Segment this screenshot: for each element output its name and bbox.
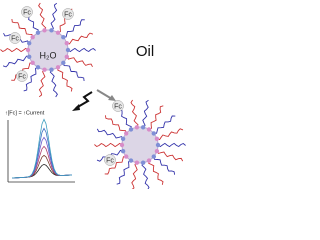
surfactant-tail — [116, 160, 132, 185]
fc-bubble — [104, 154, 116, 166]
surfactant-tail — [62, 62, 85, 82]
head-group — [61, 34, 66, 40]
head-group — [64, 54, 69, 60]
surfactant-tail — [0, 47, 29, 53]
surfactant-tail — [50, 2, 58, 31]
head-group — [65, 47, 71, 53]
surfactant-tail — [153, 115, 176, 134]
surfactant-tail — [104, 156, 127, 175]
surfactant-tail — [67, 47, 96, 53]
head-group — [140, 125, 146, 130]
head-group — [64, 40, 69, 46]
surfactant-tail — [156, 128, 184, 141]
surfactant-tail — [66, 56, 93, 68]
head-group — [42, 67, 47, 72]
head-group — [35, 65, 41, 70]
surfactant-tail — [148, 105, 164, 130]
transfer-arrow — [96, 89, 113, 100]
fc-bubble — [16, 70, 28, 82]
micelle: Fc Fc — [94, 99, 186, 189]
surfactant-tail — [153, 156, 176, 175]
head-group — [61, 60, 66, 66]
surfactant-tail — [38, 2, 47, 31]
surfactant-tail — [63, 19, 85, 38]
head-group — [27, 54, 32, 60]
arrow-head — [72, 104, 80, 111]
head-group — [55, 30, 61, 35]
micelle: Fc Fc Fc Fc — [0, 2, 96, 98]
surfactant-tail — [131, 162, 138, 189]
head-group — [124, 131, 129, 136]
fc-bubble — [62, 8, 74, 20]
surfactant-tail — [23, 66, 39, 92]
head-group — [134, 125, 140, 130]
surfactant-tail — [94, 142, 123, 148]
surfactant-tail — [96, 128, 124, 140]
surfactant-tail — [38, 69, 46, 98]
water-label: H₂O — [40, 50, 57, 60]
surfactant-tail — [148, 160, 164, 185]
fc-label: Fc — [106, 157, 114, 164]
fc-bubble — [9, 32, 21, 44]
head-group — [134, 160, 140, 165]
reaction-arrow — [75, 91, 93, 109]
head-group — [25, 47, 31, 53]
voltammogram-curve — [11, 163, 73, 179]
surfactant-tail — [66, 32, 94, 45]
head-group — [120, 136, 126, 142]
voltammogram — [7, 118, 75, 183]
head-group — [124, 154, 129, 159]
fc-label: Fc — [64, 11, 72, 18]
head-group — [154, 136, 160, 142]
head-group — [35, 30, 41, 35]
head-group — [30, 34, 35, 40]
fc-label: Fc — [18, 73, 26, 80]
head-group — [120, 148, 126, 154]
surfactant-tail — [156, 150, 184, 162]
head-group — [155, 142, 161, 148]
fc-label: Fc — [114, 103, 122, 110]
fc-label: Fc — [11, 35, 19, 42]
head-group — [154, 148, 160, 154]
surfactant-tail — [57, 67, 73, 92]
head-group — [30, 60, 35, 66]
head-group — [146, 158, 152, 163]
surfactant-tail — [130, 99, 139, 128]
head-group — [151, 154, 156, 159]
head-group — [27, 40, 32, 46]
head-group — [146, 127, 152, 132]
voltammogram-curve — [11, 145, 73, 179]
voltammogram-curve — [11, 154, 73, 179]
fc-bubble — [21, 6, 33, 18]
fc-label: Fc — [23, 9, 31, 16]
surfactant-tail — [157, 142, 186, 148]
head-group — [151, 131, 156, 136]
surfactant-tail — [141, 162, 150, 189]
head-group — [140, 160, 146, 165]
oil-label: Oil — [136, 43, 154, 60]
head-group — [49, 28, 54, 33]
head-group — [49, 67, 54, 72]
voltammogram-curve — [11, 127, 73, 179]
head-group — [55, 65, 61, 70]
surfactant-tail — [142, 99, 149, 128]
arrow-head — [108, 95, 116, 101]
head-group — [119, 142, 125, 148]
surfactant-tail — [11, 18, 34, 38]
head-group — [128, 127, 134, 132]
surfactant-tail — [104, 115, 127, 134]
current-annotation: ↑[Fc] = ↑Current — [5, 110, 45, 116]
head-group — [128, 158, 134, 163]
fc-bubble — [112, 100, 124, 112]
head-group — [42, 28, 47, 33]
surfactant-tail — [2, 55, 30, 68]
surfactant-tail — [49, 69, 58, 98]
voltammogram-curve — [11, 118, 73, 179]
